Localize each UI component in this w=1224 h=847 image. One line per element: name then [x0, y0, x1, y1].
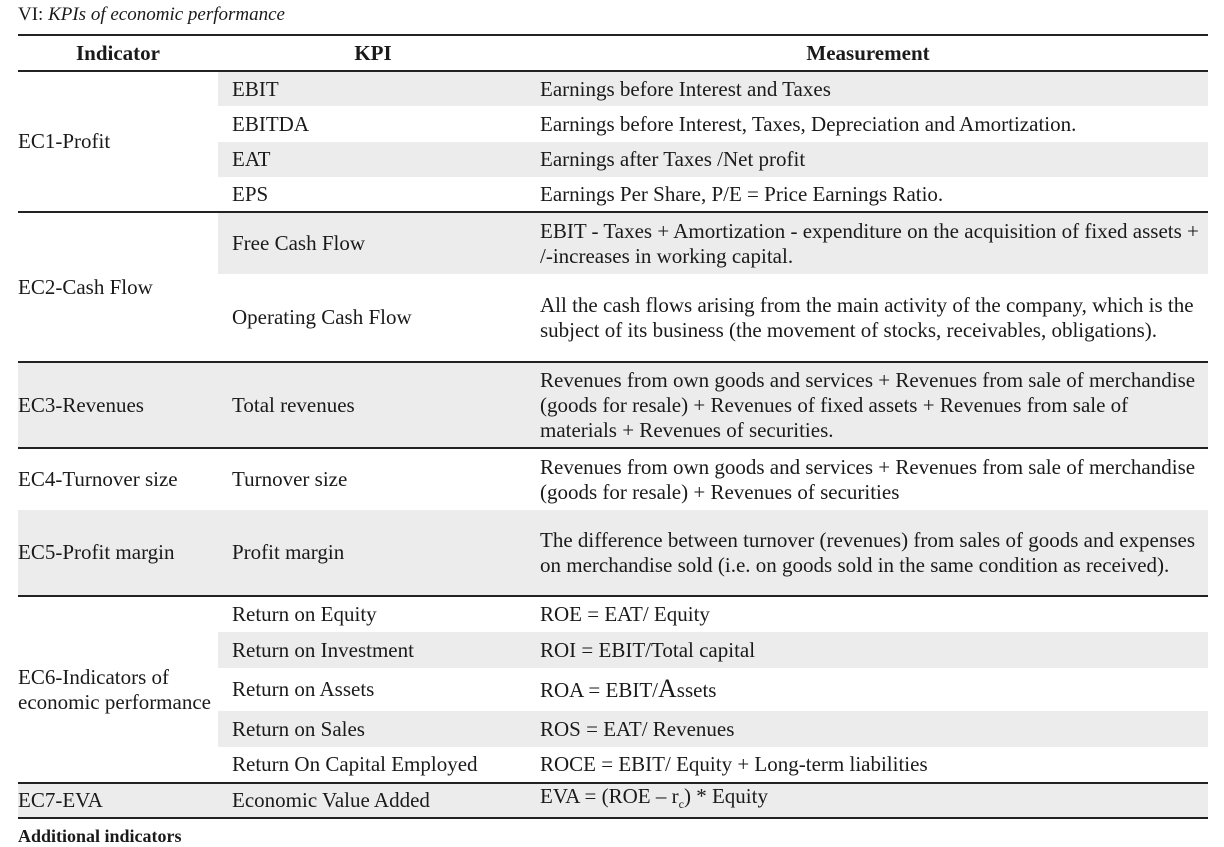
indicator-cell: EC2-Cash Flow [18, 274, 153, 299]
kpi-cell: Turnover size [232, 467, 348, 491]
kpi-cell: EAT [218, 142, 528, 177]
measurement-cell: Earnings after Taxes /Net profit [528, 142, 1208, 177]
table-row: EAT Earnings after Taxes /Net profit [18, 142, 1208, 177]
measurement-cell: Earnings before Interest and Taxes [528, 71, 1208, 106]
kpi-cell: Return on Assets [232, 677, 375, 701]
measurement-cell: ROA = EBIT/Assets [528, 668, 1208, 711]
table-row: EC3-Revenues Total revenues Revenues fro… [18, 362, 1208, 448]
measurement-cell: Earnings Per Share, P/E = Price Earnings… [540, 181, 944, 206]
group-ec3: EC3-Revenues Total revenues Revenues fro… [18, 362, 1208, 448]
kpi-cell: Economic Value Added [218, 783, 528, 819]
table-row: Return On Capital Employed ROCE = EBIT/ … [18, 747, 1208, 783]
measurement-text-pre: ROA = EBIT/ [540, 678, 659, 702]
measurement-text-post: ) * Equity [683, 784, 768, 808]
indicator-cell: EC1-Profit [18, 129, 111, 153]
measurement-cell: Revenues from own goods and services + R… [528, 362, 1208, 448]
kpi-cell: EBITDA [232, 111, 309, 136]
table-row: EC6-Indicators of economic performance R… [18, 596, 1208, 714]
table-row: EC4-Turnover size Turnover size Revenues… [18, 448, 1208, 510]
table-row: EC1-Profit EBIT Earnings before Interest… [18, 71, 1208, 153]
group-ec4: EC4-Turnover size Turnover size Revenues… [18, 448, 1208, 510]
table-caption: VI: KPIs of economic performance [18, 4, 285, 26]
kpi-cell: Total revenues [218, 362, 528, 448]
caption-title: KPIs of economic performance [48, 4, 285, 25]
table-row: EC5-Profit margin Profit margin The diff… [18, 510, 1208, 596]
indicator-cell: EC6-Indicators of economic performance [18, 664, 211, 714]
kpi-cell: Return on Investment [218, 632, 528, 668]
table-row: Return on Sales ROS = EAT/ Revenues [18, 711, 1208, 747]
kpi-cell: Operating Cash Flow [232, 305, 412, 329]
measurement-text-pre: EVA = (ROE – r [540, 784, 679, 808]
measurement-text-post: ssets [676, 678, 717, 702]
kpi-cell: Return on Sales [218, 711, 528, 747]
measurement-text-big: A [658, 674, 677, 703]
table-row: EBITDA Earnings before Interest, Taxes, … [18, 106, 1208, 142]
kpi-cell: EPS [232, 181, 269, 206]
measurement-cell: The difference between turnover (revenue… [528, 510, 1208, 596]
measurement-cell: EBIT - Taxes + Amortization - expenditur… [528, 212, 1208, 274]
measurement-cell: ROE = EAT/ Equity [540, 602, 710, 626]
measurement-text-sub: c [678, 797, 684, 812]
header-indicator: Indicator [18, 34, 218, 72]
group-ec7: EC7-EVA Economic Value Added EVA = (ROE … [18, 783, 1208, 819]
table-row: EPS Earnings Per Share, P/E = Price Earn… [18, 177, 1208, 212]
table-row: EC2-Cash Flow Free Cash Flow EBIT - Taxe… [18, 212, 1208, 299]
footnote: Additional indicators [18, 826, 182, 846]
measurement-cell: All the cash flows arising from the main… [540, 292, 1194, 342]
measurement-cell: ROCE = EBIT/ Equity + Long-term liabilit… [540, 752, 928, 776]
measurement-cell: ROS = EAT/ Revenues [528, 711, 1208, 747]
group-ec1: EC1-Profit EBIT Earnings before Interest… [18, 71, 1208, 212]
table-row: Return on Assets ROA = EBIT/Assets [18, 668, 1208, 711]
measurement-cell: Revenues from own goods and services + R… [540, 454, 1196, 504]
kpi-cell: Return on Equity [232, 602, 377, 626]
header-kpi: KPI [218, 34, 528, 72]
kpi-cell: Profit margin [218, 510, 528, 596]
kpi-cell: Return On Capital Employed [232, 752, 478, 776]
kpi-cell: Free Cash Flow [218, 212, 528, 274]
measurement-cell: Earnings before Interest, Taxes, Depreci… [540, 111, 1077, 136]
group-ec2: EC2-Cash Flow Free Cash Flow EBIT - Taxe… [18, 212, 1208, 362]
group-ec5: EC5-Profit margin Profit margin The diff… [18, 510, 1208, 596]
table-row: Return on Investment ROI = EBIT/Total ca… [18, 632, 1208, 668]
measurement-cell: ROI = EBIT/Total capital [528, 632, 1208, 668]
table-row: Operating Cash Flow All the cash flows a… [18, 274, 1208, 362]
header-measurement: Measurement [528, 34, 1208, 72]
caption-prefix: VI: [18, 4, 44, 25]
measurement-cell: EVA = (ROE – rc) * Equity [528, 783, 1208, 819]
group-ec6: EC6-Indicators of economic performance R… [18, 596, 1208, 783]
indicator-cell: EC3-Revenues [18, 362, 218, 448]
indicator-cell: EC4-Turnover size [18, 467, 178, 491]
kpi-cell: EBIT [218, 71, 528, 106]
kpi-table: Indicator KPI Measurement EC1-Profit EBI… [18, 34, 1208, 819]
table-row: EC7-EVA Economic Value Added EVA = (ROE … [18, 783, 1208, 819]
indicator-cell: EC7-EVA [18, 783, 218, 819]
indicator-cell: EC5-Profit margin [18, 510, 218, 596]
